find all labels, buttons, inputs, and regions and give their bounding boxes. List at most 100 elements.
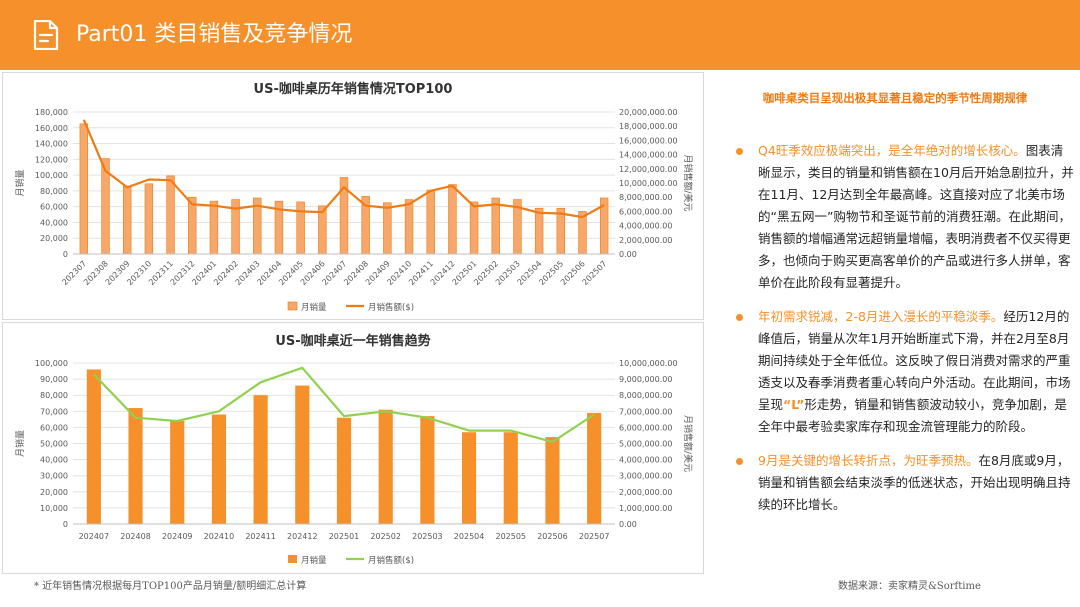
bar [122,185,132,255]
y2-tick-label: 3,000,000.00 [619,472,672,481]
y2-tick-label: 18,000,000.00 [619,122,678,131]
bar [144,183,154,255]
page-header: Part01 类目销售及竞争情况 [0,0,1080,70]
legend-label: 月销售额($) [368,555,414,566]
bar [545,437,560,524]
bar [170,420,185,524]
y2-tick-label: 8,000,000.00 [619,391,672,400]
x-tick-label: 202507 [581,259,609,287]
y2-tick-label: 9,000,000.00 [619,375,672,384]
bar [378,409,393,524]
bar [556,207,566,255]
data-source: 数据来源：卖家精灵&Sorftime [838,581,981,592]
chart-panel-history: US-咖啡桌历年销售情况TOP100 0 20,000 40,000 60,000 80,… [2,72,704,320]
x-tick-label: 202408 [120,532,151,541]
y-tick-label: 20,000 [40,234,68,243]
y2-tick-label: 0.00 [619,250,637,259]
bullet-dot-icon [736,458,743,465]
y-tick-label: 100,000 [35,171,68,180]
y2-tick-label: 0.00 [619,520,637,529]
insight-highlight: 年初需求锐减，2-8月进入漫长的平稳淡季。 [758,309,1004,324]
bar [128,408,143,524]
bar [295,385,310,524]
insight-highlight: 9月是关键的增长转折点，为旺季预热。 [758,453,979,468]
x-tick-label: 202410 [204,532,235,541]
y-tick-label: 70,000 [40,407,68,416]
y-axis-label: 月销量 [14,430,26,457]
y2-tick-label: 20,000,000.00 [619,108,678,117]
y2-axis-label: 月销售额/美元 [682,415,694,472]
bar [253,395,268,524]
y-axis-label: 月销量 [14,169,26,196]
y-tick-label: 40,000 [40,218,68,227]
y-tick-label: 0 [63,520,68,529]
x-tick-label: 202407 [79,532,110,541]
y-tick-label: 100,000 [35,359,68,368]
y2-tick-label: 14,000,000.00 [619,151,678,160]
y2-tick-label: 16,000,000.00 [619,136,678,145]
x-tick-label: 202504 [454,532,485,541]
x-tick-label: 202411 [245,532,276,541]
x-tick-label: 202507 [579,532,610,541]
x-tick-label: 202505 [495,532,526,541]
bullet-dot-icon [736,148,743,155]
y2-tick-label: 2,000,000.00 [619,236,672,245]
insight-item: Q4旺季效应极端突出，是全年绝对的增长核心。图表清晰显示，类目的销量和销售额在1… [734,140,1074,294]
y-tick-label: 0 [63,250,68,259]
history-sales-chart: US-咖啡桌历年销售情况TOP100 0 20,000 40,000 60,000 80,… [14,81,694,313]
bar [211,414,227,524]
x-tick-label: 202506 [537,532,568,541]
bar [491,197,500,255]
y2-tick-label: 4,000,000.00 [619,222,672,231]
bar [503,432,518,524]
y-tick-label: 60,000 [40,423,68,432]
y-tick-label: 50,000 [40,440,68,449]
bar [188,196,197,255]
y-tick-label: 20,000 [40,488,68,497]
y-tick-label: 160,000 [35,124,68,133]
y-tick-label: 90,000 [40,375,68,384]
y-tick-label: 80,000 [40,187,68,196]
bar [448,184,457,255]
y2-tick-label: 6,000,000.00 [619,423,672,432]
insight-highlight: Q4旺季效应极端突出，是全年绝对的增长核心。 [758,143,1026,158]
legend-label: 月销量 [301,302,327,313]
insight-list: Q4旺季效应极端突出，是全年绝对的增长核心。图表清晰显示，类目的销量和销售额在1… [734,140,1074,528]
insight-item: 年初需求锐减，2-8月进入漫长的平稳淡季。经历12月的峰值后，销量从次年1月开始… [734,306,1074,438]
bar [426,189,435,255]
footnote: * 近年销售情况根据每月TOP100产品月销量/额明细汇总计算 [34,581,307,592]
y-tick-label: 120,000 [35,155,68,164]
insight-item: 9月是关键的增长转折点，为旺季预热。在8月底或9月，销量和销售额会结束淡季的低迷… [734,450,1074,516]
y-tick-label: 30,000 [40,472,68,481]
y-tick-label: 10,000 [40,504,68,513]
series-line [82,119,605,219]
insight-text: 图表清晰显示，类目的销量和销售额在10月后开始急剧拉升，并在11月、12月达到全… [758,143,1074,290]
recent-sales-chart: US-咖啡桌近一年销售趋势 0 10,000 20,000 30,000 40,000 50… [14,333,694,566]
x-tick-label: 202503 [412,532,443,541]
bar [404,199,414,255]
insight-accent: “L” [783,397,805,412]
series-line [93,366,595,443]
bullet-dot-icon [736,314,743,321]
insight-heading: 咖啡桌类目呈现出极其显著且稳定的季节性周期规律 [762,91,1028,105]
y-tick-label: 80,000 [40,391,68,400]
y2-tick-label: 5,000,000.00 [619,440,672,449]
chart-panel-recent: US-咖啡桌近一年销售趋势 0 10,000 20,000 30,000 40,000 50… [2,322,704,574]
x-tick-label: 202409 [162,532,193,541]
y2-tick-label: 4,000,000.00 [619,456,672,465]
bar [420,416,435,524]
legend-swatch-bar [287,301,298,311]
legend-swatch-bar [288,555,297,563]
x-tick-label: 202412 [287,532,318,541]
y2-tick-label: 6,000,000.00 [619,207,672,216]
document-icon [33,20,59,50]
page-title: Part01 类目销售及竞争情况 [76,22,353,47]
y2-tick-label: 10,000,000.00 [619,179,678,188]
insight-text: 经历12月的峰值后，销量从次年1月开始断崖式下滑，并在2月至8月期间持续处于全年… [758,309,1071,412]
x-tick-label: 202502 [370,532,401,541]
y2-axis-label: 月销售额/美元 [682,154,694,211]
chart-title: US-咖啡桌历年销售情况TOP100 [254,81,453,97]
y2-tick-label: 8,000,000.00 [619,193,672,202]
y2-tick-label: 1,000,000.00 [619,504,672,513]
bar [534,207,544,255]
